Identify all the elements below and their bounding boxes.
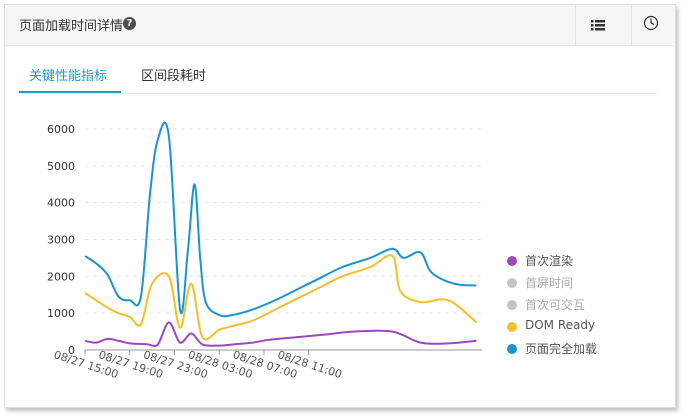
legend-label: 首次可交互 — [525, 298, 586, 312]
y-tick-label: 3000 — [47, 234, 75, 247]
legend-label: 页面完全加载 — [525, 342, 598, 356]
clock-icon — [643, 15, 659, 31]
series-line[interactable] — [84, 254, 478, 341]
y-tick-label: 5000 — [47, 160, 75, 173]
legend-swatch — [507, 344, 517, 354]
series-line[interactable] — [84, 121, 477, 318]
legend-swatch — [507, 322, 517, 332]
list-view-button[interactable] — [575, 5, 632, 45]
tab-bar: 关键性能指标 区间段耗时 — [19, 45, 657, 94]
history-button[interactable] — [631, 5, 676, 45]
y-tick-label: 0 — [68, 344, 75, 357]
list-icon — [591, 20, 605, 31]
card-title: 页面加载时间详情 — [19, 19, 124, 34]
y-tick-label: 2000 — [47, 270, 75, 283]
legend-swatch — [507, 300, 517, 310]
card-header: 页面加载时间详情 ? — [5, 5, 675, 46]
legend-swatch — [507, 278, 517, 288]
legend-label: DOM Ready — [525, 318, 596, 332]
legend-label: 首屏时间 — [525, 276, 574, 290]
tab-interval-timing[interactable]: 区间段耗时 — [141, 69, 207, 84]
tab-key-metrics[interactable]: 关键性能指标 — [29, 69, 108, 84]
help-icon[interactable]: ? — [123, 17, 136, 30]
y-tick-label: 4000 — [47, 197, 75, 210]
page-load-detail-card: 页面加载时间详情 ? 关键性能指标 区间段耗时 0 1000 20 — [4, 4, 676, 408]
y-tick-label: 1000 — [47, 307, 75, 320]
active-tab-indicator — [19, 91, 121, 93]
series-line[interactable] — [84, 321, 477, 347]
legend-label: 首次渲染 — [525, 254, 574, 268]
legend-swatch — [507, 256, 517, 266]
y-tick-label: 6000 — [47, 123, 75, 136]
